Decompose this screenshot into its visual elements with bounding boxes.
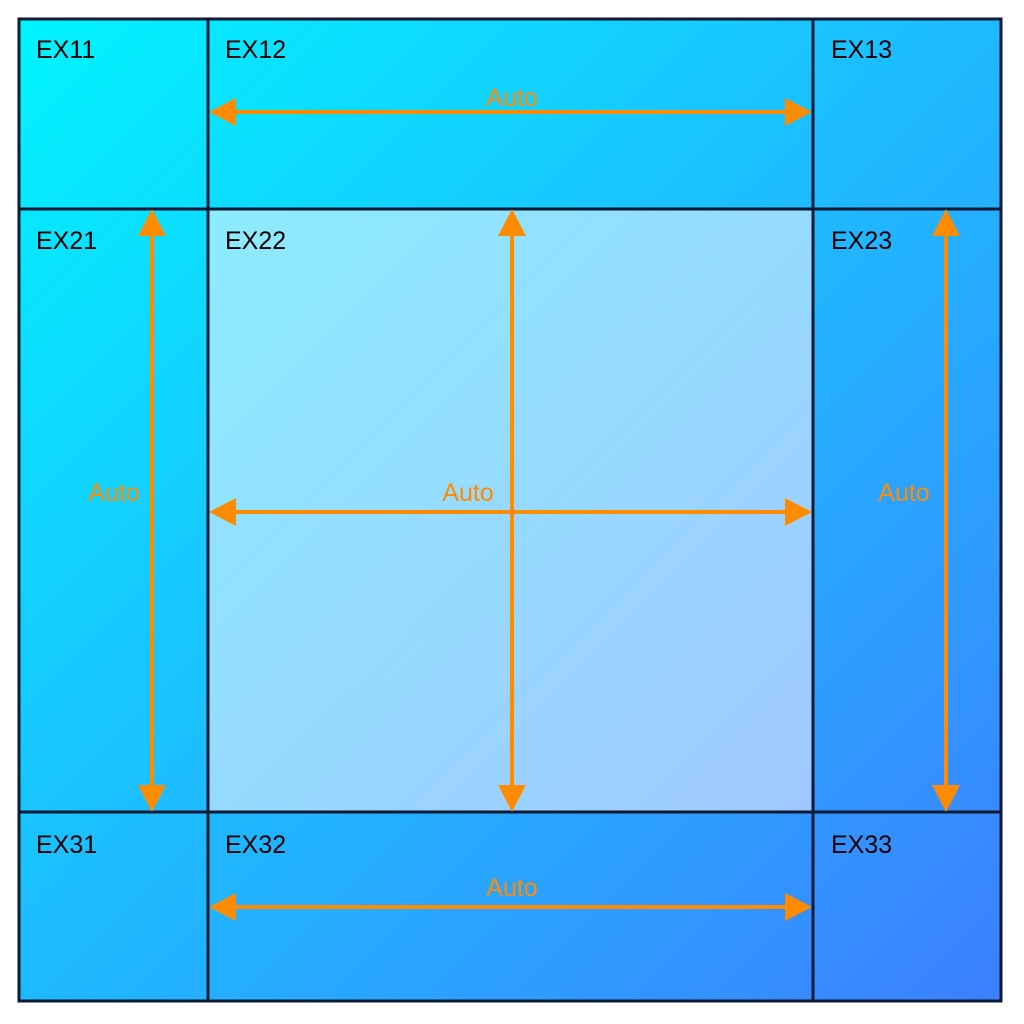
- cell-ex32-label: EX32: [225, 831, 286, 859]
- bottom-row-width-label: Auto: [486, 874, 537, 902]
- grid-lines: [17, 17, 1003, 1003]
- cell-ex33-label: EX33: [831, 831, 892, 859]
- arrow-left-column-height: [138, 209, 166, 812]
- left-column-height-label: Auto: [88, 479, 139, 507]
- arrow-right-column-height: [932, 209, 960, 812]
- grid-outer-border: [17, 17, 1003, 1003]
- cell-ex13-label: EX13: [831, 36, 892, 64]
- cell-ex31-label: EX31: [36, 831, 97, 859]
- cell-ex11-label: EX11: [36, 36, 95, 64]
- arrow-middle-column-height: [498, 209, 526, 812]
- cell-ex12-label: EX12: [225, 36, 286, 64]
- cell-ex21-label: EX21: [36, 227, 97, 255]
- right-column-height-label: Auto: [878, 479, 929, 507]
- cell-ex22-label: EX22: [225, 227, 286, 255]
- arrow-top-row-width: [209, 98, 812, 126]
- top-row-width-label: Auto: [486, 84, 537, 112]
- arrow-bottom-row-width: [209, 893, 812, 921]
- middle-row-width-label: Auto: [442, 479, 493, 507]
- cell-ex23-label: EX23: [831, 227, 892, 255]
